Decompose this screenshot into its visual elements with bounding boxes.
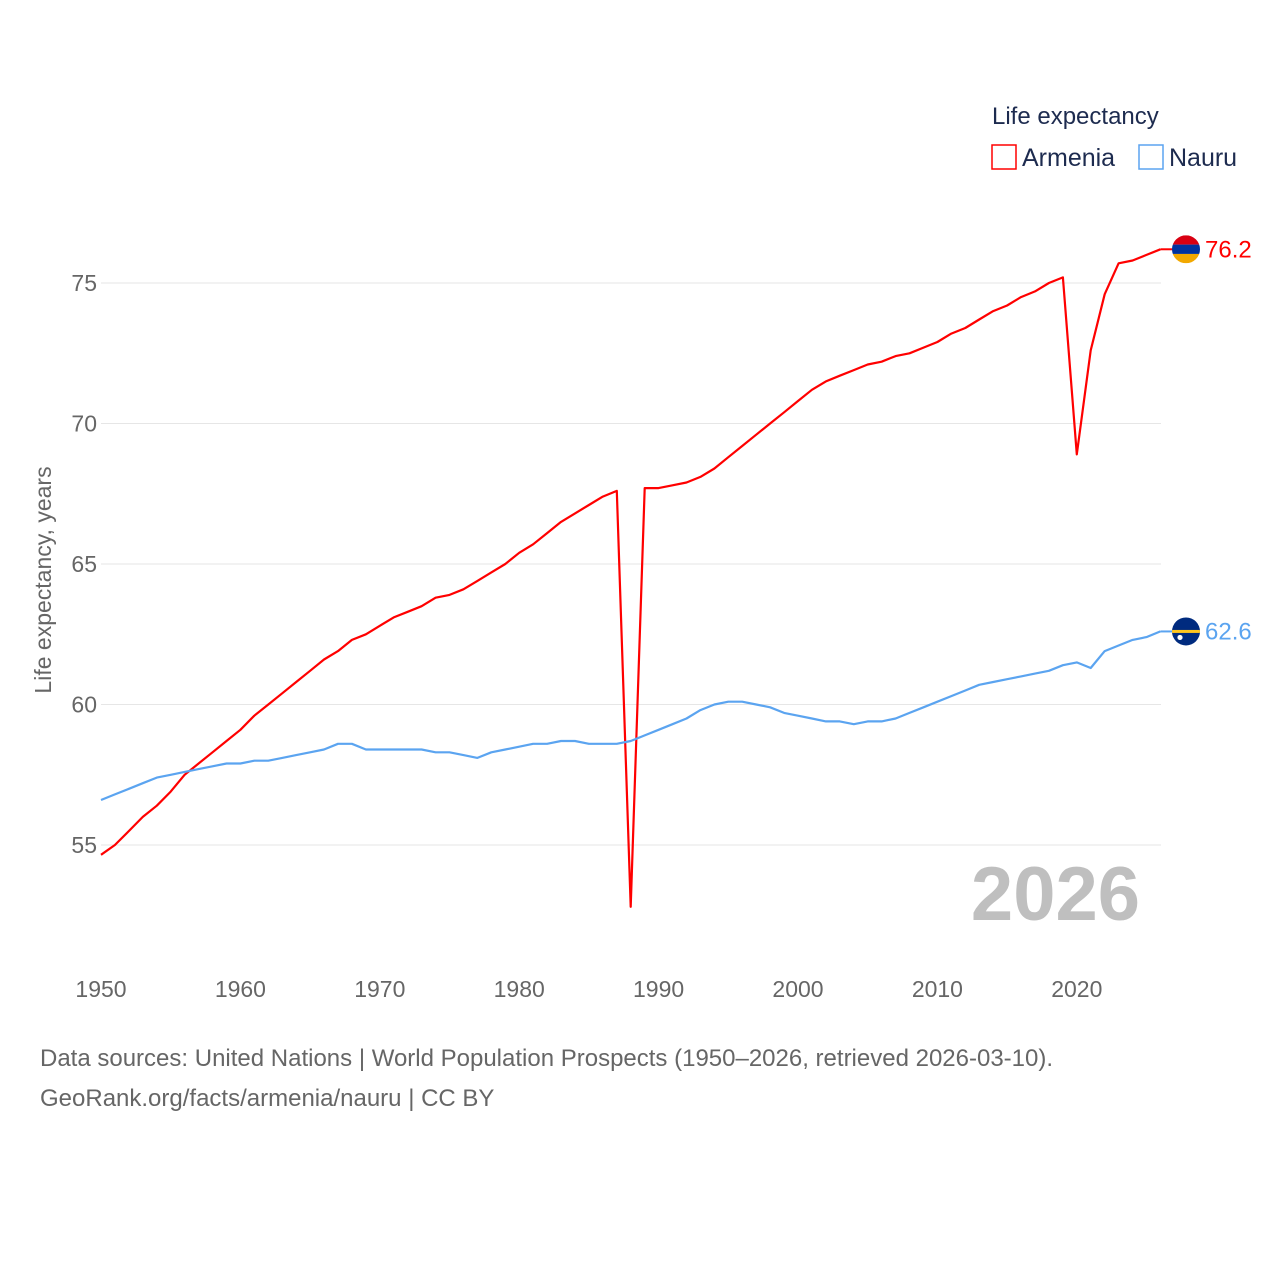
x-tick-label: 2000 (772, 976, 823, 1002)
armenia-flag-icon (1172, 235, 1200, 264)
legend-title: Life expectancy (992, 103, 1159, 130)
legend-label-nauru[interactable]: Nauru (1169, 144, 1237, 172)
legend: Life expectancy Armenia Nauru (991, 103, 1237, 172)
gridlines (101, 282, 1161, 846)
legend-label-armenia[interactable]: Armenia (1022, 144, 1115, 172)
series-line-armenia[interactable] (100, 248, 1161, 908)
x-tick-label: 1950 (75, 976, 126, 1002)
x-axis-ticks: 1950 1960 1970 1980 1990 2000 2010 2020 (75, 976, 1102, 1002)
y-axis-title: Life expectancy, years (30, 466, 56, 693)
footer-attribution[interactable]: GeoRank.org/facts/armenia/nauru | CC BY (40, 1085, 495, 1112)
end-value-label-armenia: 76.2 (1205, 236, 1252, 263)
end-value-label-nauru: 62.6 (1205, 618, 1252, 645)
series-line-nauru[interactable] (100, 630, 1161, 802)
y-tick-label: 70 (71, 411, 97, 437)
y-tick-label: 60 (71, 692, 97, 718)
year-label: 2026 (971, 852, 1140, 937)
x-tick-label: 1970 (354, 976, 405, 1002)
x-tick-label: 2020 (1051, 976, 1102, 1002)
legend-swatch-nauru[interactable] (1138, 144, 1164, 170)
x-tick-label: 1990 (633, 976, 684, 1002)
y-tick-label: 65 (71, 551, 97, 577)
footer-sources: Data sources: United Nations | World Pop… (40, 1045, 1054, 1072)
series-lines (100, 248, 1161, 908)
x-tick-label: 1960 (215, 976, 266, 1002)
x-tick-label: 1980 (494, 976, 545, 1002)
y-axis-ticks: 55 60 65 70 75 (71, 270, 97, 858)
nauru-flag-icon (1172, 617, 1200, 646)
end-labels: 76.2 62.6 (1160, 235, 1252, 646)
y-tick-label: 75 (71, 270, 97, 296)
y-tick-label: 55 (71, 832, 97, 858)
x-tick-label: 2010 (912, 976, 963, 1002)
legend-swatch-armenia[interactable] (991, 144, 1017, 170)
